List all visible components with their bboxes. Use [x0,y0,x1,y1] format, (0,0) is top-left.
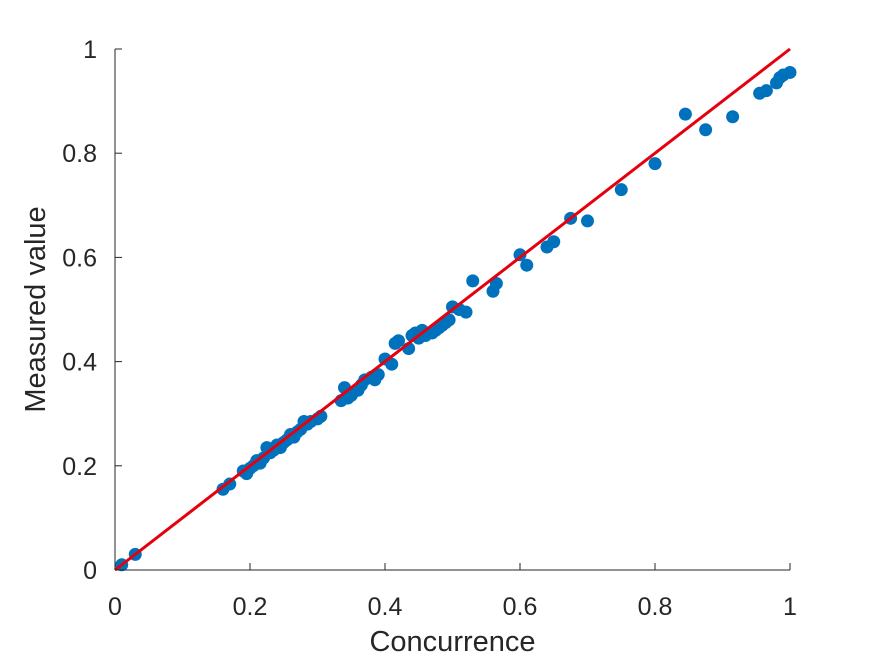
data-point [648,157,662,171]
x-axis-title: Concurrence [369,626,535,654]
data-point [581,214,594,228]
y-ticks: 0 0.2 0.4 0.6 0.8 1 [62,36,122,585]
data-point [699,123,713,137]
x-ticks: 0 0.2 0.4 0.6 0.8 1 [108,563,797,621]
x-tick-label: 0.6 [503,593,538,621]
data-point [726,110,740,124]
y-tick-label: 0.8 [62,140,97,168]
data-point [520,258,534,272]
data-points [115,65,797,572]
data-point [489,276,503,290]
y-tick-label: 0.6 [62,244,97,272]
data-point [783,65,797,79]
data-point [392,334,405,348]
data-point [385,357,399,371]
y-tick-label: 0.4 [62,349,97,377]
data-point [442,313,456,327]
x-tick-label: 0.2 [233,593,268,621]
data-point [466,274,480,288]
x-tick-label: 1 [783,593,797,621]
reference-line [114,47,791,572]
y-tick-label: 1 [83,36,97,64]
data-point [547,235,561,249]
x-tick-label: 0 [108,593,122,621]
x-tick-label: 0.8 [638,593,673,621]
data-point [371,368,385,382]
data-point [614,183,628,197]
data-point [678,107,692,121]
data-point [759,84,773,98]
y-tick-label: 0 [83,557,97,585]
y-tick-label: 0.2 [62,453,97,481]
y-axis-title: Measured value [20,206,52,412]
data-point [459,305,473,319]
fit-lines [114,47,791,572]
x-tick-label: 0.4 [368,593,403,621]
axes [114,49,790,571]
